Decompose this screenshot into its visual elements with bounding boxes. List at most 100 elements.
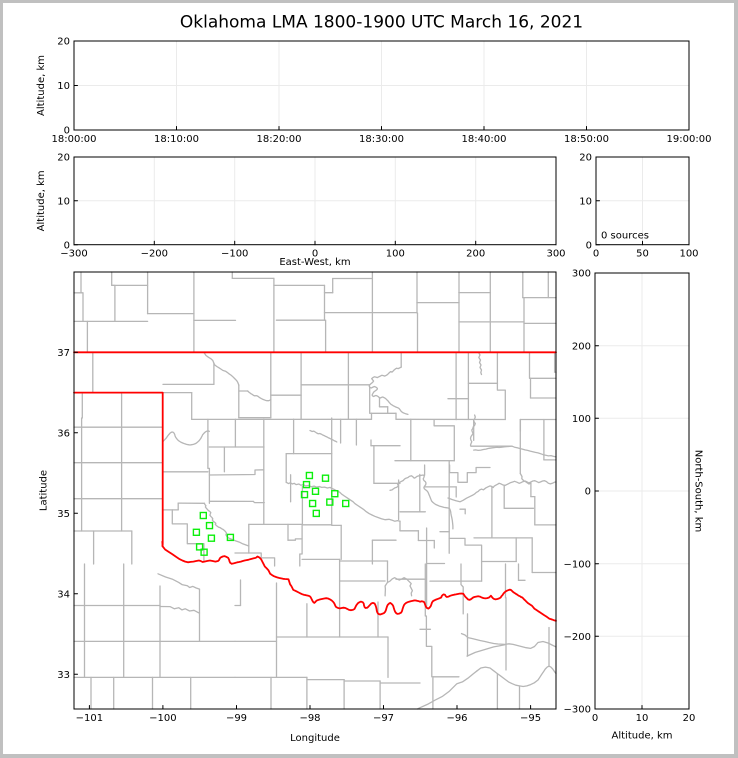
lma-station-marker bbox=[308, 499, 317, 508]
y-tick-label: −100 bbox=[564, 559, 591, 570]
x-tick-label: 18:10:00 bbox=[154, 134, 199, 145]
county-boundary bbox=[433, 418, 455, 462]
x-tick-label: −97 bbox=[373, 713, 394, 724]
lma-station-marker bbox=[205, 521, 214, 530]
y-tick-label: −300 bbox=[564, 705, 591, 716]
x-tick-label: 300 bbox=[546, 249, 565, 260]
county-boundary bbox=[80, 393, 83, 532]
county-boundary bbox=[159, 605, 201, 614]
county-boundary bbox=[447, 480, 557, 503]
x-tick-label: −101 bbox=[76, 713, 103, 724]
x-tick-label: 18:40:00 bbox=[462, 134, 507, 145]
lma-station-marker bbox=[192, 528, 201, 536]
y-axis-label: Latitude bbox=[39, 470, 50, 511]
y-tick-label: 10 bbox=[57, 196, 70, 207]
x-tick-label: −95 bbox=[520, 713, 541, 724]
county-boundary bbox=[248, 523, 342, 527]
lma-station-marker bbox=[207, 534, 216, 542]
county-boundary bbox=[460, 563, 464, 615]
county-boundary bbox=[247, 390, 272, 402]
lma-station-marker bbox=[311, 487, 320, 495]
y-tick-label: 10 bbox=[57, 81, 70, 92]
county-boundary bbox=[416, 670, 478, 710]
county-boundary bbox=[448, 537, 483, 582]
x-tick-label: −100 bbox=[149, 713, 176, 724]
y-tick-label: 20 bbox=[57, 37, 70, 48]
county-boundary bbox=[476, 665, 557, 688]
county-boundary bbox=[208, 469, 265, 476]
county-boundary bbox=[203, 351, 240, 386]
source-count-annotation: 0 sources bbox=[601, 231, 649, 242]
lma-station-marker bbox=[321, 474, 330, 482]
x-tick-label: −100 bbox=[221, 249, 248, 260]
y-tick-label: 33 bbox=[57, 670, 70, 681]
x-tick-label: 100 bbox=[679, 249, 698, 260]
figure-frame bbox=[0, 0, 738, 3]
lma-station-marker bbox=[302, 480, 311, 489]
y-tick-label: 0 bbox=[586, 240, 592, 251]
county-boundary bbox=[207, 418, 211, 504]
x-tick-label: 18:50:00 bbox=[564, 134, 609, 145]
x-tick-label: −200 bbox=[141, 249, 168, 260]
lma-station-marker bbox=[331, 490, 339, 498]
x-tick-label: 20 bbox=[683, 713, 696, 724]
figure-frame bbox=[0, 754, 738, 758]
y-axis-label: Altitude, km bbox=[36, 170, 47, 231]
y-tick-label: 200 bbox=[572, 341, 591, 352]
state-boundary bbox=[161, 540, 557, 622]
county-boundary bbox=[368, 366, 409, 416]
y-tick-label: 35 bbox=[57, 509, 70, 520]
y-tick-label: 0 bbox=[64, 126, 70, 137]
x-axis-label: Altitude, km bbox=[612, 731, 673, 742]
x-tick-label: 0 bbox=[593, 249, 599, 260]
county-boundary bbox=[511, 445, 557, 458]
x-tick-label: −99 bbox=[226, 713, 247, 724]
y-tick-label: −200 bbox=[564, 632, 591, 643]
y-tick-label: 37 bbox=[57, 348, 70, 359]
lma-station-marker bbox=[326, 498, 334, 506]
x-tick-label: −300 bbox=[60, 249, 87, 260]
x-tick-label: 19:00:00 bbox=[667, 134, 712, 145]
county-boundary bbox=[248, 552, 276, 567]
y-tick-label: 34 bbox=[57, 589, 70, 600]
lma-station-marker bbox=[312, 509, 320, 518]
y-tick-label: 0 bbox=[64, 240, 70, 251]
county-boundary bbox=[309, 429, 338, 443]
lma-station-marker bbox=[342, 499, 350, 508]
x-tick-label: 100 bbox=[386, 249, 405, 260]
county-boundary bbox=[448, 464, 491, 483]
county-boundary bbox=[496, 382, 506, 421]
y-tick-label: 300 bbox=[572, 269, 591, 280]
panel-map-frame bbox=[73, 271, 557, 710]
lma-station-marker bbox=[200, 548, 208, 556]
figure-frame bbox=[0, 0, 3, 758]
county-boundary bbox=[171, 509, 205, 562]
lma-station-marker bbox=[300, 490, 309, 499]
x-tick-label: 10 bbox=[636, 713, 649, 724]
y-tick-label: 100 bbox=[572, 414, 591, 425]
county-boundary bbox=[460, 632, 557, 650]
y-tick-label: 20 bbox=[57, 153, 70, 164]
county-boundary bbox=[519, 472, 532, 485]
lma-station-marker bbox=[199, 511, 208, 520]
y-tick-label: 20 bbox=[579, 153, 592, 164]
figure-frame bbox=[734, 0, 738, 758]
county-boundary bbox=[416, 271, 419, 353]
x-tick-label: 18:00:00 bbox=[52, 134, 97, 145]
x-tick-label: −98 bbox=[299, 713, 320, 724]
county-boundary bbox=[287, 538, 303, 541]
y-tick-label: 36 bbox=[57, 428, 70, 439]
lma-station-marker bbox=[195, 543, 204, 551]
lma-station-marker bbox=[226, 533, 235, 542]
y-tick-label: 0 bbox=[585, 487, 591, 498]
lma-station-marker bbox=[305, 471, 314, 480]
x-tick-label: 18:20:00 bbox=[257, 134, 302, 145]
county-boundary bbox=[469, 414, 476, 447]
x-tick-label: −96 bbox=[446, 713, 467, 724]
x-tick-label: 0 bbox=[592, 713, 598, 724]
county-boundary bbox=[466, 644, 506, 657]
county-boundary bbox=[477, 351, 483, 376]
